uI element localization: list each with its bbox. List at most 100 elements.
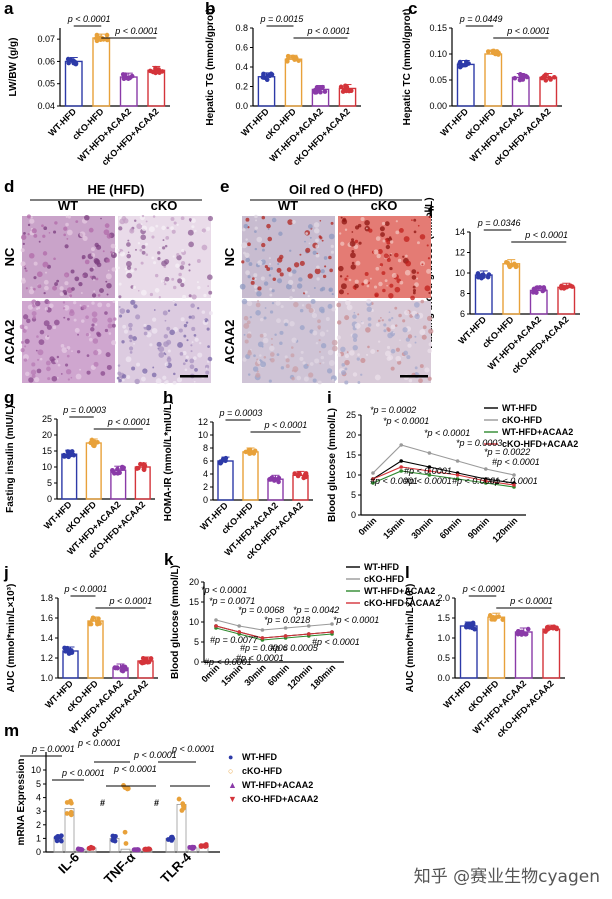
row-label: ACAA2 [222, 320, 237, 365]
micrograph-texture [344, 367, 348, 371]
p-value-annotation: #p = 0.0006 [240, 643, 288, 653]
micrograph-texture [35, 349, 38, 352]
p-value-annotation: p < 0.0001 [109, 596, 153, 606]
series-point [307, 632, 311, 636]
micrograph-texture [427, 376, 432, 381]
micrograph-texture [172, 285, 177, 290]
micrograph-texture [247, 351, 252, 356]
micrograph-texture [257, 300, 260, 303]
p-value-annotation: #p = 0.0005 [270, 643, 319, 653]
micrograph-texture [59, 286, 64, 291]
micrograph-texture [207, 274, 213, 281]
micrograph-texture [328, 233, 335, 240]
micrograph-texture [31, 311, 37, 316]
series-line [215, 627, 333, 641]
micrograph-texture [25, 287, 28, 290]
micrograph-texture [348, 278, 352, 282]
micrograph-texture [290, 346, 294, 349]
micrograph-texture [320, 269, 325, 274]
data-point [568, 283, 573, 289]
series-point [484, 479, 488, 483]
micrograph-texture [349, 350, 355, 356]
micrograph-texture [314, 268, 321, 275]
micrograph-texture [346, 275, 349, 278]
micrograph-texture [66, 354, 70, 358]
micrograph-texture [411, 219, 413, 221]
micrograph-texture [111, 340, 117, 346]
micrograph-texture [376, 349, 379, 352]
micrograph-texture [185, 355, 189, 359]
data-point [243, 449, 249, 455]
micrograph-texture [269, 352, 275, 357]
y-tick-label: 10 [198, 430, 208, 440]
micrograph-texture [378, 281, 383, 287]
micrograph-texture [65, 222, 69, 227]
panel-label-e: e [220, 177, 229, 196]
data-point [112, 471, 117, 476]
micrograph-texture [247, 242, 251, 247]
micrograph-texture [354, 283, 359, 289]
micrograph-texture [307, 295, 310, 298]
micrograph-texture [95, 277, 99, 281]
micrograph-texture [182, 351, 187, 356]
micrograph-texture [49, 356, 55, 362]
micrograph-texture [357, 353, 360, 357]
micrograph-texture [171, 277, 175, 281]
micrograph-texture [185, 321, 189, 324]
micrograph-texture [428, 328, 434, 334]
data-point [104, 32, 110, 38]
micrograph-texture [365, 227, 368, 230]
p-value-annotation: #p < 0.0001 [492, 457, 540, 467]
micrograph-texture [285, 358, 290, 363]
micrograph-texture [111, 267, 116, 272]
data-point [537, 285, 543, 290]
micrograph-texture [420, 299, 425, 304]
legend-label: WT-HFD [364, 562, 399, 572]
micrograph-texture [42, 251, 48, 256]
micrograph-texture [91, 253, 96, 257]
micrograph-texture [339, 232, 342, 235]
data-point [266, 72, 272, 78]
micrograph-texture [125, 356, 132, 363]
micrograph-texture [165, 380, 169, 384]
micrograph-texture [110, 252, 117, 259]
micrograph-texture [79, 231, 86, 238]
micrograph-texture [140, 223, 143, 226]
micrograph-texture [381, 221, 386, 226]
x-tick-label: 120min [490, 515, 519, 544]
data-point [121, 76, 127, 82]
micrograph-texture [126, 261, 132, 267]
micrograph-texture [38, 339, 45, 346]
micrograph-texture [316, 277, 320, 281]
legend-label: WT-HFD [502, 403, 537, 413]
micrograph-texture [126, 265, 132, 270]
p-value-annotation: p < 0.0001 [462, 584, 506, 594]
micrograph-texture [140, 234, 147, 241]
bar-cKO-HFD+ACAA2 [147, 69, 166, 107]
micrograph-texture [196, 281, 199, 284]
y-tick-label: 5 [194, 637, 199, 647]
micrograph-texture [75, 373, 82, 380]
micrograph-texture [117, 371, 122, 376]
bar-WT-HFD [456, 63, 475, 107]
micrograph-texture [242, 357, 247, 362]
p-value-annotation: p < 0.0001 [509, 596, 553, 606]
y-tick-label: 0.06 [37, 56, 55, 66]
bar-cKO-HFD+ACAA2 [557, 286, 576, 315]
micrograph-texture [181, 249, 185, 253]
micrograph-texture [189, 364, 195, 370]
micrograph-texture [361, 321, 364, 325]
micrograph-texture [280, 366, 285, 370]
data-point [518, 72, 523, 77]
series-point [371, 471, 375, 475]
series-line [215, 625, 333, 639]
micrograph-texture [244, 252, 250, 258]
micrograph-texture [191, 218, 196, 224]
micrograph-texture [253, 230, 257, 233]
micrograph-texture [351, 250, 355, 253]
y-tick-label: 6 [203, 456, 208, 466]
data-point [247, 451, 252, 456]
y-tick-label: 3 [36, 806, 41, 816]
series-point [427, 469, 432, 473]
micrograph-texture [324, 265, 327, 268]
